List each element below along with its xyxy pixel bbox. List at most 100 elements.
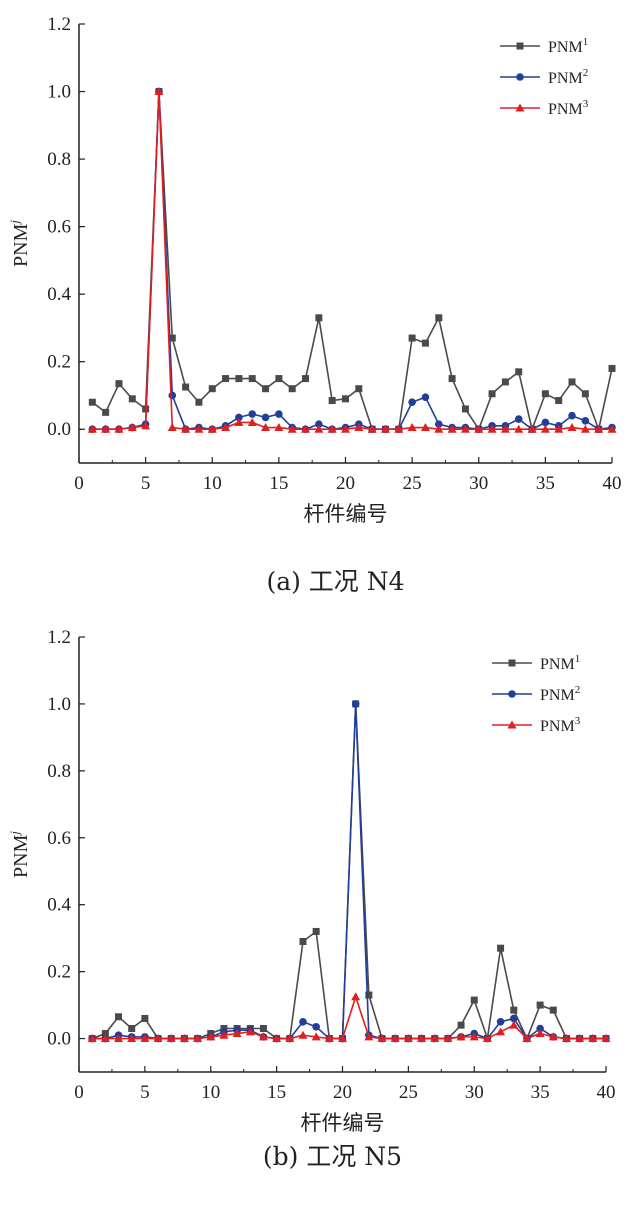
series-line-pnm3 — [92, 91, 612, 431]
y-tick-label: 0.6 — [47, 828, 71, 849]
data-point — [166, 1034, 176, 1043]
data-point — [354, 423, 364, 432]
legend-label-sup: 1 — [583, 36, 589, 48]
data-point — [608, 364, 616, 372]
data-point — [501, 378, 509, 386]
data-point — [315, 420, 323, 428]
legend-label-sup: 1 — [575, 653, 581, 665]
data-point — [342, 395, 349, 403]
y-tick-label: 0.8 — [47, 761, 71, 782]
data-point — [514, 424, 524, 433]
data-point — [447, 424, 457, 433]
data-point — [221, 423, 231, 432]
data-point — [434, 424, 444, 433]
data-point — [87, 424, 97, 433]
data-point — [141, 421, 151, 430]
data-point — [420, 423, 430, 432]
data-point — [222, 375, 230, 383]
data-point — [312, 927, 320, 935]
data-point — [298, 1030, 308, 1039]
data-point — [351, 700, 360, 708]
data-point — [168, 334, 176, 342]
data-point — [182, 383, 190, 391]
data-point — [274, 423, 284, 432]
y-tick-label: 1.0 — [47, 694, 71, 715]
data-point — [114, 424, 124, 433]
x-tick-label: 10 — [203, 473, 222, 494]
data-point — [115, 380, 123, 388]
data-point — [314, 424, 324, 433]
legend-label-text: PNM — [540, 687, 575, 704]
x-tick-label: 25 — [403, 473, 422, 494]
data-point — [496, 1027, 506, 1036]
data-point — [235, 413, 243, 422]
data-point — [207, 424, 217, 433]
data-point — [275, 375, 283, 383]
data-point — [470, 996, 478, 1004]
data-point — [408, 334, 416, 342]
series-line-pnm2 — [92, 91, 613, 431]
data-point — [514, 415, 523, 423]
data-point — [607, 424, 617, 433]
data-point — [527, 424, 537, 433]
data-point — [367, 424, 377, 433]
data-point — [355, 385, 363, 393]
y-axis-label: PNMj — [7, 831, 32, 878]
legend-marker — [507, 720, 517, 729]
data-point — [87, 1034, 97, 1043]
x-tick-label: 5 — [141, 473, 151, 494]
x-tick-label: 20 — [336, 473, 355, 494]
y-tick-label: 0.2 — [47, 352, 71, 373]
data-point — [115, 1013, 123, 1021]
data-point — [456, 1032, 466, 1041]
x-tick-label: 15 — [267, 1082, 286, 1103]
data-point — [394, 424, 404, 433]
x-tick-label: 40 — [597, 1082, 616, 1103]
data-point — [540, 424, 550, 433]
data-point — [102, 408, 110, 416]
legend-label-text: PNM — [540, 718, 575, 735]
data-point — [377, 1034, 387, 1043]
x-tick-label: 25 — [399, 1082, 418, 1103]
data-point — [100, 1034, 110, 1043]
data-point — [272, 1034, 282, 1043]
data-point — [168, 391, 177, 400]
data-point — [259, 1025, 267, 1032]
x-tick-label: 0 — [74, 1082, 84, 1103]
data-point — [407, 423, 417, 432]
data-point — [248, 375, 256, 383]
data-point — [299, 938, 307, 945]
legend-label-text: PNM — [548, 39, 583, 56]
series-line-pnm3 — [92, 994, 606, 1040]
legend-marker — [508, 659, 516, 667]
data-point — [127, 1034, 137, 1043]
data-point — [390, 1034, 400, 1043]
x-tick-label: 30 — [469, 473, 488, 494]
x-tick-label: 20 — [333, 1082, 352, 1103]
series-line-pnm2 — [92, 703, 606, 1040]
x-tick-label: 30 — [465, 1082, 484, 1103]
data-point — [327, 424, 337, 433]
data-point — [487, 424, 497, 433]
data-point — [181, 424, 191, 433]
data-point — [535, 1029, 545, 1038]
x-axis-label: 杆件编号 — [304, 502, 388, 526]
data-point — [555, 397, 563, 405]
x-tick-label: 15 — [269, 473, 288, 494]
series-1 — [88, 88, 616, 433]
legend-label-sup: 3 — [583, 98, 589, 110]
data-point — [275, 410, 283, 418]
y-tick-label: 1.2 — [47, 627, 71, 648]
data-point — [288, 385, 296, 393]
data-point — [380, 424, 390, 433]
data-point — [128, 1025, 136, 1032]
data-point — [167, 423, 177, 432]
data-point — [510, 1006, 518, 1014]
x-tick-label: 40 — [603, 473, 622, 494]
legend-label-sup: 3 — [575, 715, 581, 727]
data-point — [206, 1032, 216, 1041]
data-point — [460, 424, 470, 433]
